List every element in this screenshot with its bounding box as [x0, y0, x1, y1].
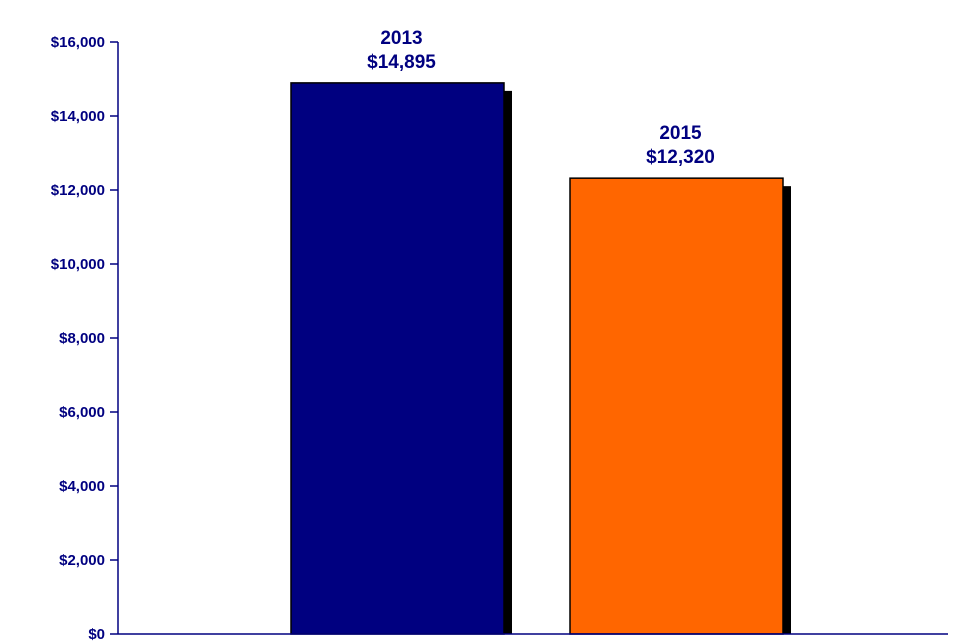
y-tick-label: $12,000 [51, 182, 105, 199]
bar-value-label: $14,895 [367, 52, 436, 73]
bar-category-label: 2013 [380, 28, 422, 49]
y-tick-label: $2,000 [59, 552, 105, 569]
bar-category-label: 2015 [659, 123, 702, 144]
bar-value-label: $12,320 [646, 147, 715, 168]
bar-2015 [569, 177, 784, 635]
y-tick-label: $6,000 [59, 404, 105, 421]
y-tick-label: $0 [88, 626, 105, 643]
bars [290, 82, 791, 635]
y-axis: $0 $2,000 $4,000 $6,000 $8,000 $10,000 $12,000… [51, 34, 119, 643]
data-labels: 2013 $14,895 2015 $12,320 [367, 28, 715, 168]
bar-2013 [290, 82, 505, 635]
y-tick-label: $16,000 [51, 34, 105, 51]
y-tick-label: $14,000 [51, 108, 105, 125]
y-tick-label: $4,000 [59, 478, 105, 495]
y-tick-label: $10,000 [51, 256, 105, 273]
y-tick-label: $8,000 [59, 330, 105, 347]
